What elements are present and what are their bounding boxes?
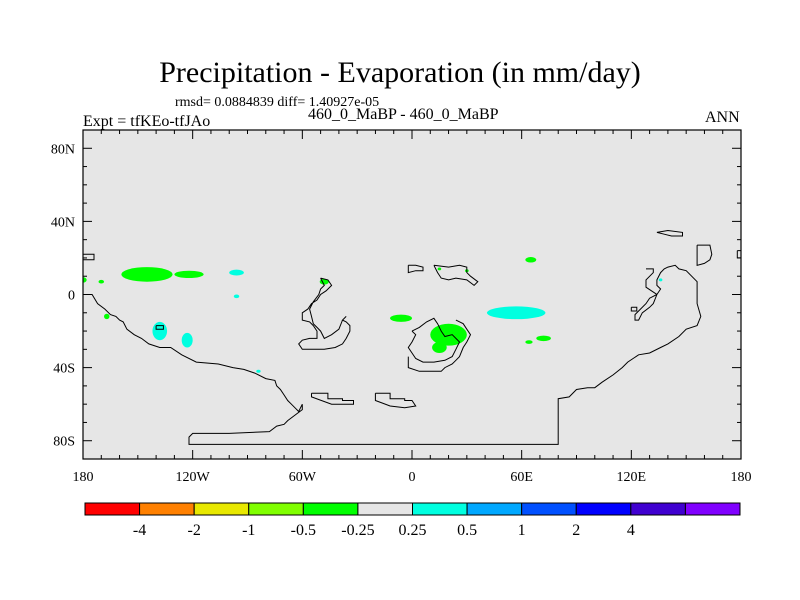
anomaly-patch-2 — [83, 277, 87, 283]
colorbar-label-6: 0.5 — [457, 522, 477, 539]
colorbar-label-2: -1 — [242, 522, 255, 539]
colorbar-swatch-0 — [84, 502, 141, 516]
anomaly-patch-3 — [98, 279, 105, 284]
x-tick-label-1: 120W — [176, 470, 211, 485]
anomaly-patch-8 — [152, 321, 168, 341]
anomaly-patch-17 — [525, 257, 537, 263]
coastline-1 — [86, 264, 702, 445]
colorbar-swatch-4 — [302, 502, 359, 516]
colorbar-label-3: -0.5 — [291, 522, 316, 539]
y-tick-label-2: 0 — [68, 289, 75, 304]
x-tick-label-2: 60W — [289, 470, 317, 485]
plot-background — [83, 130, 741, 459]
period-label: 460_0_MaBP - 460_0_MaBP — [308, 106, 499, 123]
x-tick-label-3: 0 — [409, 470, 416, 485]
coastline-5 — [433, 264, 479, 287]
colorbar-label-0: -4 — [133, 522, 146, 539]
colorbar-label-5: 0.25 — [399, 522, 427, 539]
coastline-7 — [407, 319, 472, 372]
anomaly-patch-1 — [174, 270, 204, 279]
x-tick-label-4: 60E — [510, 470, 533, 485]
colorbar-swatch-10 — [630, 502, 686, 516]
coastline-8 — [311, 392, 354, 405]
coastline-9 — [374, 392, 417, 409]
anomaly-patch-15 — [536, 335, 551, 342]
coastline-6 — [407, 317, 461, 363]
colorbar-swatch-8 — [521, 502, 577, 516]
colorbar-label-7: 1 — [518, 522, 526, 539]
coastline-0 — [83, 253, 95, 261]
colorbar-swatch-9 — [575, 502, 632, 516]
colorbar-swatch-11 — [684, 502, 741, 516]
anomaly-patch-7 — [104, 313, 110, 320]
colorbar-swatch-2 — [193, 502, 250, 516]
anomaly-patch-13 — [432, 342, 447, 353]
colorbar-swatch-5 — [357, 502, 413, 516]
anomaly-patch-14 — [486, 306, 546, 320]
x-tick-label-6: 180 — [731, 470, 752, 485]
colorbar-swatch-6 — [412, 502, 468, 516]
anomaly-patch-16 — [525, 340, 533, 344]
anomaly-patch-18 — [437, 267, 442, 271]
coastline-3 — [298, 277, 351, 350]
coastline-13 — [630, 306, 638, 312]
colorbar-label-8: 2 — [572, 522, 580, 539]
coastline-11 — [696, 244, 713, 266]
colorbar-label-9: 4 — [627, 522, 635, 539]
chart-title: Precipitation - Evaporation (in mm/day) — [159, 56, 641, 89]
anomaly-patch-11 — [390, 314, 412, 322]
colorbar-label-1: -2 — [188, 522, 201, 539]
anomaly-patch-6 — [233, 294, 240, 299]
coastline-4 — [407, 264, 424, 274]
season-label: ANN — [705, 109, 740, 126]
y-tick-label-3: 40S — [53, 362, 75, 377]
y-tick-label-4: 80S — [53, 435, 75, 450]
colorbar-swatch-1 — [139, 502, 195, 516]
coastline-12 — [736, 250, 741, 259]
anomaly-patch-4 — [229, 269, 244, 276]
chart-subtitle: rmsd= 0.0884839 diff= 1.40927e-05 — [175, 95, 380, 110]
colorbar-label-4: -0.25 — [341, 522, 374, 539]
anomaly-patch-0 — [121, 267, 173, 282]
y-tick-label-1: 40N — [51, 215, 75, 230]
coastline-2 — [155, 325, 164, 330]
anomaly-patch-10 — [256, 369, 261, 373]
coastline-10 — [656, 229, 683, 237]
experiment-label: Expt = tfKEo-tfJAo — [83, 113, 211, 130]
anomaly-patch-20 — [658, 278, 663, 282]
plot-content — [83, 229, 741, 445]
colorbar-swatch-3 — [248, 502, 304, 516]
anomaly-patch-12 — [430, 323, 467, 346]
anomaly-patch-9 — [181, 332, 193, 348]
x-tick-label-5: 120E — [617, 470, 647, 485]
y-tick-label-0: 80N — [51, 142, 75, 157]
x-tick-label-0: 180 — [73, 470, 94, 485]
colorbar-swatch-7 — [466, 502, 523, 516]
